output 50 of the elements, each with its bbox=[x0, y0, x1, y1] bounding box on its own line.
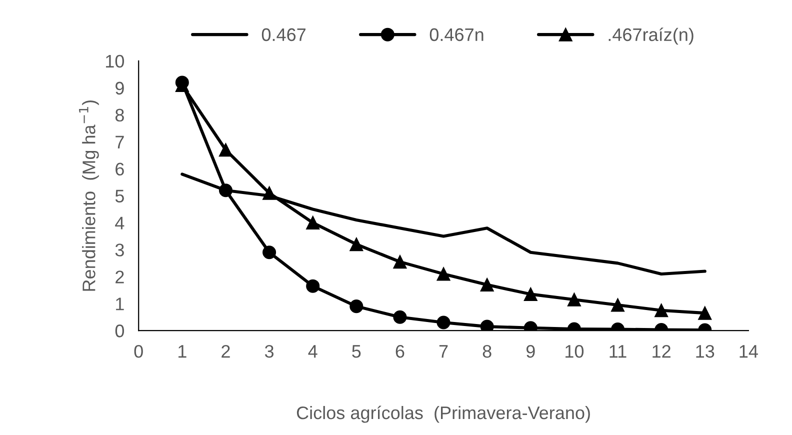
x-tick-label: 7 bbox=[439, 345, 448, 358]
point bbox=[350, 300, 364, 314]
legend-label: 0.467n bbox=[430, 28, 484, 42]
point bbox=[524, 287, 538, 301]
point bbox=[393, 255, 407, 269]
x-tick-label: 2 bbox=[222, 344, 230, 358]
legend-label: .467raíz(n) bbox=[608, 28, 694, 45]
y-tick-label: 3 bbox=[115, 244, 124, 256]
y-axis-title: Rendimiento (Mg ha$^{−1}$) bbox=[79, 100, 99, 291]
point bbox=[654, 304, 668, 318]
x-tick-label: 5 bbox=[352, 345, 361, 358]
x-tick-label: 11 bbox=[610, 345, 626, 358]
point bbox=[262, 246, 276, 260]
x-tick-label: 12 bbox=[652, 344, 670, 358]
point bbox=[480, 320, 494, 331]
y-tick-label: 5 bbox=[115, 190, 124, 202]
x-tick-label: 8 bbox=[482, 344, 492, 358]
point bbox=[698, 306, 712, 320]
point bbox=[393, 310, 407, 324]
x-tick-label: 3 bbox=[264, 344, 274, 358]
point bbox=[218, 143, 232, 157]
y-tick-label: 8 bbox=[115, 108, 124, 122]
y-tick-label: 10 bbox=[106, 54, 124, 68]
y-tick-label: 0 bbox=[115, 324, 124, 338]
y-tick-label: 1 bbox=[116, 298, 124, 310]
x-tick-label: 4 bbox=[308, 345, 318, 358]
point bbox=[567, 292, 581, 306]
point bbox=[306, 216, 320, 230]
y-tick-label: 4 bbox=[115, 216, 124, 230]
x-tick-label: 1 bbox=[178, 345, 186, 358]
point bbox=[610, 298, 625, 312]
x-tick-label: 6 bbox=[396, 344, 404, 358]
legend-label: 0.467 bbox=[262, 28, 306, 42]
point bbox=[436, 316, 450, 330]
point bbox=[480, 278, 494, 292]
point bbox=[436, 267, 450, 281]
point bbox=[306, 279, 320, 293]
point bbox=[350, 238, 364, 252]
point bbox=[218, 184, 232, 198]
y-tick-label: 9 bbox=[116, 82, 124, 95]
x-tick-label: 14 bbox=[740, 345, 758, 358]
x-tick-label: 9 bbox=[526, 344, 535, 358]
x-tick-label: 13 bbox=[696, 344, 714, 358]
x-tick-label: 0 bbox=[134, 344, 143, 358]
y-tick-label: 6 bbox=[116, 162, 124, 176]
x-axis-title: Ciclos agrícolas (Primavera-Verano) bbox=[296, 406, 590, 423]
y-tick-label: 2 bbox=[116, 270, 124, 284]
x-tick-label: 10 bbox=[566, 344, 584, 358]
point bbox=[262, 186, 276, 200]
y-tick-label: 7 bbox=[116, 136, 124, 148]
